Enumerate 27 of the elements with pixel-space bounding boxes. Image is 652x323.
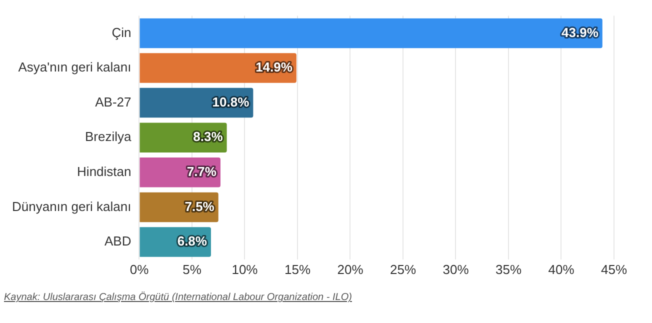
- data-label: 43.9%: [562, 24, 599, 40]
- y-tick-label: Dünyanın geri kalanı: [12, 198, 132, 214]
- text: Kaynak: Uluslararası Çalışma Örgütü (International Labour Organization - ILO): [4, 292, 352, 303]
- x-tick-label: 5%: [182, 262, 202, 277]
- y-tick-label: Brezilya: [84, 129, 132, 144]
- data-label: 14.9%: [256, 60, 293, 75]
- data-label: 8.3%: [193, 129, 224, 144]
- x-tick-label: 20%: [337, 262, 364, 277]
- y-tick-label: Hindistan: [77, 164, 132, 179]
- y-tick-label: Asya'nın geri kalanı: [18, 60, 132, 75]
- x-tick-label: 35%: [495, 262, 522, 277]
- bar: [140, 53, 296, 83]
- y-tick-label: Çin: [112, 24, 132, 40]
- x-tick-label: 15%: [284, 262, 311, 277]
- x-tick-label: 25%: [390, 262, 416, 277]
- y-tick-label: ABD: [104, 234, 132, 249]
- x-tick-label: 40%: [548, 262, 575, 277]
- bar: [140, 18, 602, 48]
- data-label: 7.7%: [186, 164, 217, 179]
- y-tick-label: AB-27: [95, 94, 132, 110]
- data-label: 6.8%: [177, 234, 208, 249]
- x-tick-label: 30%: [442, 262, 470, 277]
- data-label: 10.8%: [212, 94, 250, 110]
- x-tick-label: 45%: [600, 262, 628, 277]
- x-tick-label: 0%: [130, 262, 150, 277]
- data-label: 7.5%: [184, 198, 215, 214]
- x-tick-label: 10%: [232, 262, 258, 277]
